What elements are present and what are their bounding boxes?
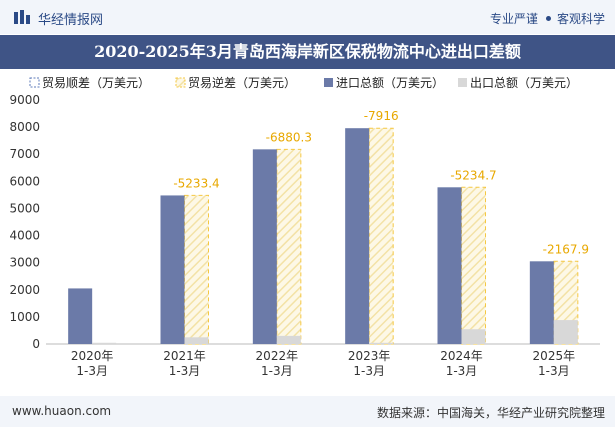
x-category-label: 2020年 1-3月 — [71, 349, 114, 378]
legend-label: 贸易逆差（万美元） — [188, 75, 296, 90]
deficit-data-label: -2167.9 — [543, 242, 589, 256]
deficit-data-label: -7916 — [364, 109, 399, 123]
top-banner: 华经情报网 专业严谨 客观科学 — [0, 0, 615, 34]
import-bar — [160, 195, 185, 344]
y-tick-label: 0 — [32, 337, 40, 351]
y-tick-label: 1000 — [9, 310, 40, 324]
legend-label: 贸易顺差（万美元） — [42, 76, 150, 90]
deficit-data-label: -5234.7 — [450, 168, 496, 182]
y-tick-label: 7000 — [9, 147, 40, 161]
site-url: www.huaon.com — [12, 404, 112, 418]
export-bar — [276, 335, 301, 344]
import-bar — [437, 187, 462, 344]
export-bar — [461, 329, 486, 344]
legend-label: 出口总额（万美元） — [470, 76, 578, 90]
deficit-data-label: -6880.3 — [266, 130, 312, 144]
y-tick-label: 3000 — [9, 256, 40, 270]
import-bar — [252, 149, 277, 344]
x-category-label: 2022年 1-3月 — [256, 349, 299, 378]
y-tick-label: 9000 — [9, 93, 40, 107]
legend-swatch-export — [458, 78, 467, 87]
bars — [68, 127, 579, 345]
legend-label: 进口总额（万美元） — [336, 76, 444, 90]
legend-swatch-deficit — [175, 77, 186, 88]
data-source: 数据来源：中国海关，华经产业研究院整理 — [376, 406, 605, 420]
legend-swatch-surplus — [29, 77, 40, 88]
chart-area: 贸易顺差（万美元） 贸易逆差（万美元） 进口总额（万美元） 出口总额（万美元） 0 10… — [9, 75, 600, 378]
import-bar — [68, 288, 93, 344]
footer: www.huaon.com 数据来源：中国海关，华经产业研究院整理 — [0, 396, 615, 427]
slogan-right: 客观科学 — [556, 12, 605, 26]
export-bar — [369, 342, 394, 344]
x-category-label: 2024年 1-3月 — [440, 349, 483, 378]
legend: 贸易顺差（万美元） 贸易逆差（万美元） 进口总额（万美元） 出口总额（万美元） — [29, 75, 578, 90]
export-bar — [184, 337, 209, 344]
x-category-label: 2021年 1-3月 — [163, 349, 206, 378]
deficit-bar — [184, 194, 209, 345]
y-tick-label: 2000 — [9, 283, 40, 297]
slogan-separator-dot — [545, 16, 551, 21]
export-bar — [92, 342, 117, 344]
slogan: 专业严谨 客观科学 — [490, 10, 605, 27]
legend-swatch-import — [324, 78, 333, 87]
x-category-label: 2023年 1-3月 — [348, 349, 391, 378]
y-tick-label: 4000 — [9, 229, 40, 243]
axes: 0 1000 2000 3000 4000 5000 6000 7000 8000 9000 202… — [9, 93, 600, 378]
x-category-label: 2025年 1-3月 — [533, 349, 576, 378]
brand-name: 华经情报网 — [38, 13, 104, 28]
y-tick-label: 5000 — [9, 201, 40, 215]
deficit-data-label: -5233.4 — [173, 176, 219, 190]
deficit-bar — [461, 186, 486, 345]
slogan-left: 专业严谨 — [489, 12, 538, 26]
title-bar: 2020-2025年3月青岛西海岸新区保税物流中心进出口差额 — [0, 35, 615, 69]
data-labels: -5233.4 -6880.3 -7916 -5234.7 -2167.9 — [173, 109, 589, 256]
y-tick-label: 6000 — [9, 174, 40, 188]
import-bar — [529, 261, 554, 344]
bar-chart-logo-icon — [14, 10, 30, 24]
y-tick-label: 8000 — [9, 120, 40, 134]
deficit-bar — [368, 127, 394, 345]
chart-title: 2020-2025年3月青岛西海岸新区保税物流中心进出口差额 — [94, 42, 521, 61]
import-bar — [345, 128, 370, 344]
deficit-bar — [276, 148, 302, 345]
export-bar — [553, 320, 578, 344]
